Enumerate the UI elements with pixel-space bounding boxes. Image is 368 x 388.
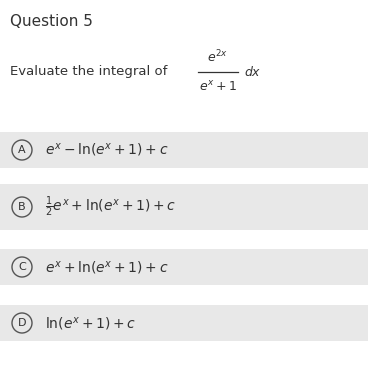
Text: $dx$: $dx$ [244, 65, 261, 79]
Text: B: B [18, 202, 26, 212]
Text: C: C [18, 262, 26, 272]
FancyBboxPatch shape [0, 249, 368, 285]
Text: $\frac{1}{2}e^x + \ln(e^x+1)+c$: $\frac{1}{2}e^x + \ln(e^x+1)+c$ [45, 195, 176, 219]
FancyBboxPatch shape [0, 132, 368, 168]
Text: Evaluate the integral of: Evaluate the integral of [10, 66, 167, 78]
Text: $e^x - \ln(e^x+1)+c$: $e^x - \ln(e^x+1)+c$ [45, 142, 169, 159]
FancyBboxPatch shape [0, 305, 368, 341]
Text: $\ln(e^x+1)+c$: $\ln(e^x+1)+c$ [45, 315, 136, 331]
Text: A: A [18, 145, 26, 155]
Text: $e^x+1$: $e^x+1$ [199, 80, 237, 94]
Text: Question 5: Question 5 [10, 14, 93, 29]
FancyBboxPatch shape [0, 184, 368, 230]
Text: D: D [18, 318, 26, 328]
Text: $e^{2x}$: $e^{2x}$ [208, 49, 229, 65]
Text: $e^x + \ln(e^x+1)+c$: $e^x + \ln(e^x+1)+c$ [45, 258, 169, 275]
